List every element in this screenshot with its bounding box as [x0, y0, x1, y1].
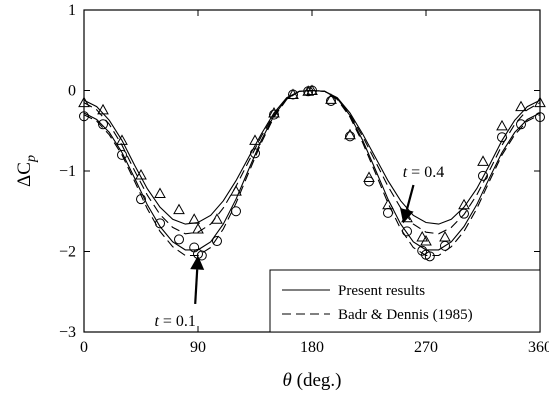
- marker-triangle-t0-4: [192, 222, 204, 234]
- marker-circle-t0-1: [136, 194, 146, 205]
- y-axis-label: ΔCp: [14, 155, 39, 187]
- marker-circle-t0-1: [535, 112, 545, 123]
- marker-triangle-t0-4: [97, 103, 109, 115]
- marker-triangle-t0-4: [211, 213, 223, 224]
- marker-triangle-t0-4: [302, 85, 315, 96]
- marker-circle-t0-1: [424, 251, 435, 262]
- x-tick-label: 180: [300, 339, 324, 356]
- annotation-layer: t = 0.1 t = 0.4: [154, 164, 444, 330]
- annotation-t-0-4: t = 0.4: [403, 164, 444, 181]
- annotation-arrow-shaft: [405, 184, 415, 211]
- marker-triangle-t0-4: [78, 96, 90, 108]
- marker-circle-t0-1: [189, 242, 200, 253]
- marker-triangle-t0-4: [325, 93, 337, 104]
- y-tick-label: 1: [68, 2, 76, 19]
- marker-triangle-t0-4: [420, 235, 432, 246]
- marker-circle-t0-1: [326, 95, 336, 106]
- marker-circle-t0-1: [79, 111, 89, 122]
- marker-triangle-t0-4: [249, 134, 261, 145]
- marker-circle-t0-1: [269, 109, 279, 120]
- marker-triangle-t0-4: [135, 168, 147, 180]
- marker-circle-t0-1: [117, 149, 127, 160]
- legend: Present results Badr & Dennis (1985): [269, 269, 541, 333]
- marker-triangle-t0-4: [116, 134, 128, 145]
- x-axis-label-symbol: θ: [283, 370, 292, 391]
- legend-label-present: Present results: [338, 283, 425, 299]
- annotation-arrow-shaft: [194, 269, 199, 304]
- tick-labels-layer: 0 90 180 270 360 1 0 −1 −2 −3: [59, 2, 549, 356]
- marker-triangle-t0-4: [268, 107, 280, 118]
- series-line-t0-4-present: [83, 89, 541, 225]
- marker-triangle-t0-4: [363, 171, 375, 182]
- series-layer: [83, 89, 541, 257]
- series-line-t0-1-badr_dennis: [83, 89, 541, 257]
- annotation-t-0-1-value: = 0.1: [159, 313, 196, 330]
- y-tick-label: −2: [59, 244, 76, 261]
- marker-circle-t0-1: [478, 170, 488, 181]
- annotation-t-0-4-value: = 0.4: [407, 164, 444, 181]
- y-tick-label: −1: [59, 163, 76, 180]
- marker-triangle-t0-4: [439, 230, 451, 242]
- marker-triangle-t0-4: [173, 203, 185, 215]
- marker-triangle-t0-4: [188, 213, 201, 224]
- marker-circle-t0-1: [497, 132, 507, 143]
- y-tick-label: 0: [68, 83, 76, 100]
- marker-circle-t0-1: [212, 236, 222, 247]
- marker-triangle-t0-4: [287, 88, 299, 100]
- marker-circle-t0-1: [345, 131, 355, 142]
- marker-circle-t0-1: [98, 119, 108, 130]
- marker-triangle-t0-4: [344, 128, 356, 140]
- marker-circle-t0-1: [383, 207, 393, 218]
- annotation-t-0-4-symbol: t: [403, 164, 408, 181]
- marker-circle-t0-1: [516, 119, 526, 130]
- y-tick-label: −3: [59, 324, 76, 341]
- marker-circle-t0-1: [402, 226, 412, 237]
- series-line-t0-4-badr_dennis: [83, 89, 541, 235]
- y-axis-label-subscript: p: [24, 155, 39, 163]
- annotation-arrow-head: [400, 207, 414, 224]
- marker-layer: [78, 84, 546, 262]
- marker-triangle-t0-4: [458, 198, 470, 210]
- marker-triangle-t0-4: [496, 119, 508, 131]
- marker-circle-t0-1: [231, 206, 241, 217]
- annotation-arrow-head: [190, 255, 205, 270]
- marker-triangle-t0-4: [154, 187, 166, 199]
- x-axis-label-unit: (deg.): [292, 370, 342, 391]
- series-line-t0-1-present: [83, 89, 541, 251]
- legend-box: [269, 269, 541, 333]
- marker-triangle-t0-4: [477, 155, 489, 166]
- annotation-t-0-1: t = 0.1: [154, 313, 195, 330]
- marker-circle-t0-1: [174, 234, 184, 245]
- marker-triangle-t0-4: [382, 198, 394, 210]
- marker-circle-t0-1: [250, 148, 260, 159]
- marker-triangle-t0-4: [534, 96, 546, 108]
- marker-triangle-t0-4: [306, 84, 318, 95]
- x-tick-label: 360: [528, 339, 549, 356]
- y-axis-label-main: ΔC: [14, 162, 35, 187]
- marker-circle-t0-1: [196, 250, 207, 261]
- annotation-t-0-1-symbol: t: [154, 313, 159, 330]
- x-tick-label: 0: [80, 339, 88, 356]
- x-axis-label: θ (deg.): [283, 370, 342, 391]
- x-tick-label: 90: [190, 339, 206, 356]
- legend-label-badr-dennis: Badr & Dennis (1985): [338, 307, 473, 323]
- marker-triangle-t0-4: [416, 230, 429, 242]
- marker-triangle-t0-4: [515, 100, 527, 112]
- x-tick-label: 270: [414, 339, 438, 356]
- marker-triangle-t0-4: [230, 185, 242, 196]
- marker-circle-t0-1: [155, 218, 165, 229]
